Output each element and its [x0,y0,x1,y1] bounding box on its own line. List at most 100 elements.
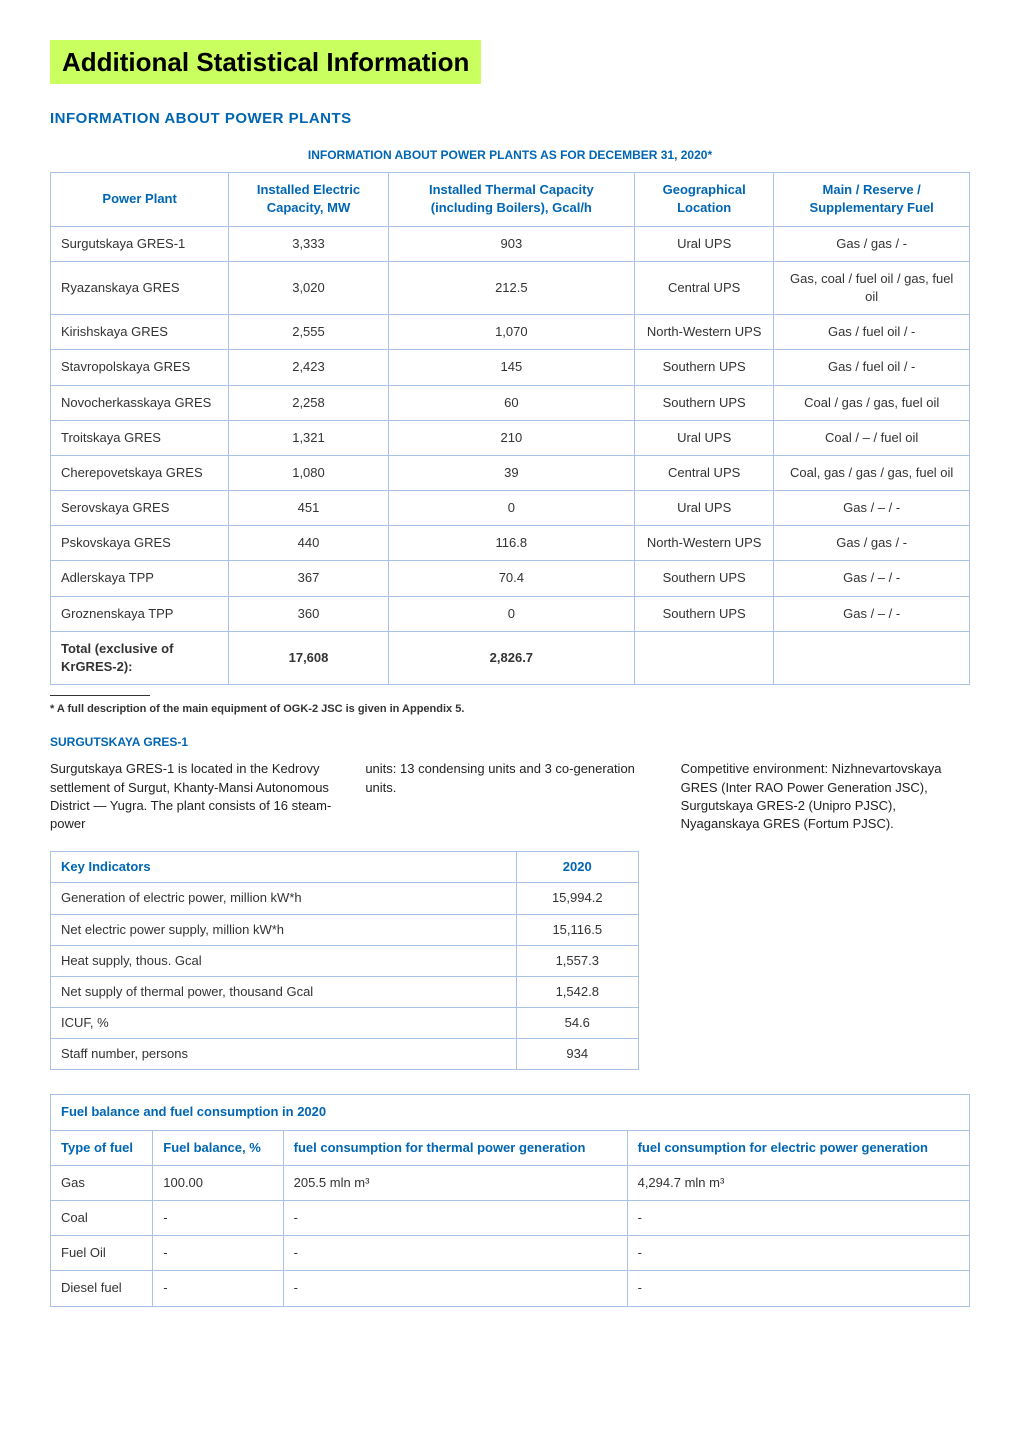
th-fuel-thermal: fuel consumption for thermal power gener… [283,1130,627,1165]
table-cell: Southern UPS [634,350,773,385]
table-cell: - [283,1236,627,1271]
table-row: Net supply of thermal power, thousand Gc… [51,976,639,1007]
table-row: Fuel Oil--- [51,1236,970,1271]
table-cell: 116.8 [388,526,634,561]
table-cell: 15,116.5 [516,914,638,945]
table-row: Troitskaya GRES1,321210Ural UPSCoal / – … [51,420,970,455]
th-elec-capacity: Installed Electric Capacity, MW [229,173,388,226]
fuel-caption: Fuel balance and fuel consumption in 202… [51,1095,970,1130]
fuel-balance-table: Fuel balance and fuel consumption in 202… [50,1094,970,1306]
table-cell: - [627,1236,969,1271]
footnote-rule [50,695,150,696]
section-heading: INFORMATION ABOUT POWER PLANTS [50,108,970,129]
table-row: Stavropolskaya GRES2,423145Southern UPSG… [51,350,970,385]
table-cell: North-Western UPS [634,315,773,350]
table-row: Heat supply, thous. Gcal1,557.3 [51,945,639,976]
table-cell: 60 [388,385,634,420]
table-row: Pskovskaya GRES440116.8North-Western UPS… [51,526,970,561]
table-row: Gas100.00205.5 mln m³4,294.7 mln m³ [51,1165,970,1200]
table-cell: Groznenskaya TPP [51,596,229,631]
table-header-row: Power Plant Installed Electric Capacity,… [51,173,970,226]
table-cell: 934 [516,1039,638,1070]
table-cell: 145 [388,350,634,385]
table-cell: Net electric power supply, million kW*h [51,914,517,945]
table-row: ICUF, %54.6 [51,1008,639,1039]
th-power-plant: Power Plant [51,173,229,226]
fuel-caption-row: Fuel balance and fuel consumption in 202… [51,1095,970,1130]
table-row: Novocherkasskaya GRES2,25860Southern UPS… [51,385,970,420]
table-header-row: Key Indicators 2020 [51,852,639,883]
table-row: Serovskaya GRES4510Ural UPSGas / – / - [51,491,970,526]
table-total-row: Total (exclusive of KrGRES-2):17,6082,82… [51,631,970,684]
table-cell: 1,080 [229,455,388,490]
table-cell: 0 [388,596,634,631]
desc-col-1: Surgutskaya GRES-1 is located in the Ked… [50,760,339,833]
table-row: Adlerskaya TPP36770.4Southern UPSGas / –… [51,561,970,596]
th-location: Geographical Location [634,173,773,226]
footnote: * A full description of the main equipme… [50,702,970,717]
table-cell: Diesel fuel [51,1271,153,1306]
th-fuel-type: Type of fuel [51,1130,153,1165]
th-fuel-balance: Fuel balance, % [153,1130,283,1165]
table-cell: 1,070 [388,315,634,350]
table-cell: Coal / – / fuel oil [774,420,970,455]
table-cell: Gas / gas / - [774,526,970,561]
table-cell: 1,321 [229,420,388,455]
table-cell [774,631,970,684]
page-title: Additional Statistical Information [50,40,481,84]
table-cell: Net supply of thermal power, thousand Gc… [51,976,517,1007]
table-row: Kirishskaya GRES2,5551,070North-Western … [51,315,970,350]
table-cell: 3,333 [229,226,388,261]
table-cell: Ural UPS [634,420,773,455]
table-cell: 1,542.8 [516,976,638,1007]
table-cell: 212.5 [388,261,634,314]
table-cell: Stavropolskaya GRES [51,350,229,385]
table-cell: 210 [388,420,634,455]
table-cell: 3,020 [229,261,388,314]
table-cell: 1,557.3 [516,945,638,976]
table-cell: - [283,1271,627,1306]
table-cell: Southern UPS [634,561,773,596]
table-cell: 15,994.2 [516,883,638,914]
table-cell: 367 [229,561,388,596]
table-cell: Gas / gas / - [774,226,970,261]
table-cell: - [627,1271,969,1306]
table-cell [634,631,773,684]
table-cell: Ural UPS [634,491,773,526]
table-cell: North-Western UPS [634,526,773,561]
table-cell: Southern UPS [634,385,773,420]
table-cell: 70.4 [388,561,634,596]
table-row: Staff number, persons934 [51,1039,639,1070]
table-cell: Surgutskaya GRES-1 [51,226,229,261]
table-cell: 2,555 [229,315,388,350]
table1-caption: INFORMATION ABOUT POWER PLANTS AS FOR DE… [50,147,970,164]
th-thermal-capacity: Installed Thermal Capacity (including Bo… [388,173,634,226]
table-cell: Gas, coal / fuel oil / gas, fuel oil [774,261,970,314]
table-cell: Gas / fuel oil / - [774,315,970,350]
table-cell: Kirishskaya GRES [51,315,229,350]
plant-name-heading: SURGUTSKAYA GRES-1 [50,734,970,751]
table-cell: 2,826.7 [388,631,634,684]
table-cell: Coal, gas / gas / gas, fuel oil [774,455,970,490]
table-cell: Staff number, persons [51,1039,517,1070]
table-cell: Central UPS [634,261,773,314]
table-row: Groznenskaya TPP3600Southern UPSGas / – … [51,596,970,631]
table-cell: - [153,1201,283,1236]
table-cell: Serovskaya GRES [51,491,229,526]
table-cell: Total (exclusive of KrGRES-2): [51,631,229,684]
table-cell: - [153,1271,283,1306]
table-cell: 451 [229,491,388,526]
table-cell: Adlerskaya TPP [51,561,229,596]
table-cell: 100.00 [153,1165,283,1200]
table-cell: Cherepovetskaya GRES [51,455,229,490]
table-row: Surgutskaya GRES-13,333903Ural UPSGas / … [51,226,970,261]
table-cell: Coal [51,1201,153,1236]
th-fuel-electric: fuel consumption for electric power gene… [627,1130,969,1165]
description-columns: Surgutskaya GRES-1 is located in the Ked… [50,760,970,833]
th-fuel: Main / Reserve / Supplementary Fuel [774,173,970,226]
table-cell: Generation of electric power, million kW… [51,883,517,914]
table-cell: Gas / – / - [774,491,970,526]
table-cell: 54.6 [516,1008,638,1039]
table-cell: 39 [388,455,634,490]
table-cell: - [153,1236,283,1271]
